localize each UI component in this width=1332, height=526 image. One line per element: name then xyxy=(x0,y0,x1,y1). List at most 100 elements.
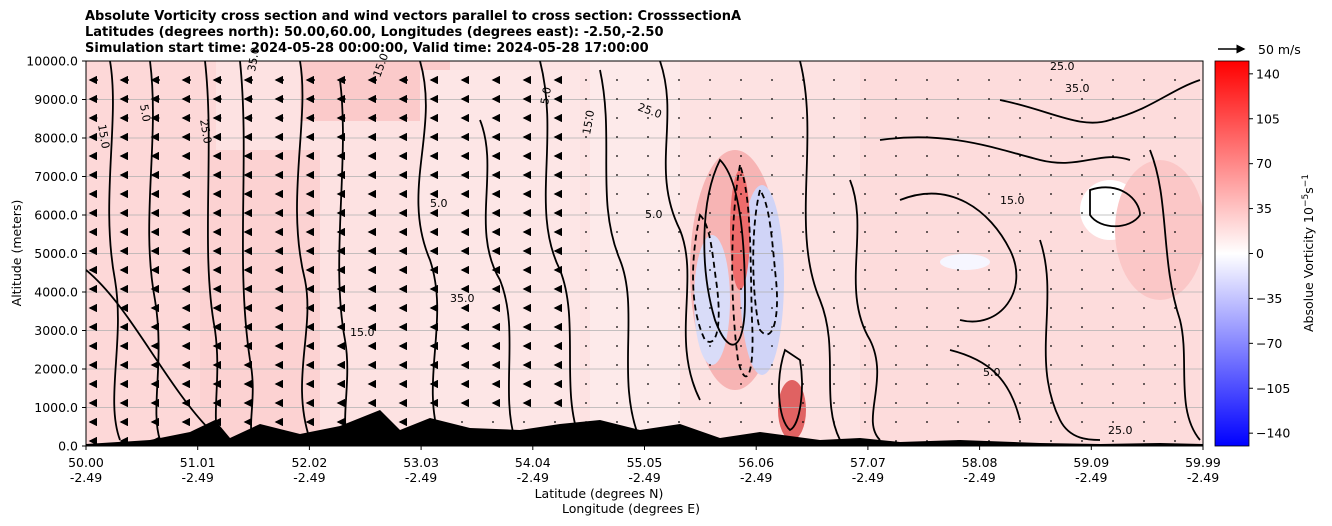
wind-vector xyxy=(616,212,618,214)
wind-vector xyxy=(864,212,866,214)
wind-vector xyxy=(740,98,742,100)
wind-vector xyxy=(833,231,835,233)
wind-vector xyxy=(1019,383,1021,385)
wind-vector xyxy=(1081,212,1083,214)
x-axis-label-lon: Longitude (degrees E) xyxy=(562,501,700,516)
colorbar-tick-label: 140 xyxy=(1256,66,1280,81)
wind-vector xyxy=(709,231,711,233)
wind-vector xyxy=(740,421,742,423)
wind-vector xyxy=(1019,250,1021,252)
wind-vector xyxy=(1112,440,1114,442)
wind-vector xyxy=(926,231,928,233)
wind-vector xyxy=(740,440,742,442)
wind-vector xyxy=(1050,250,1052,252)
wind-vector xyxy=(1112,136,1114,138)
wind-vector xyxy=(864,155,866,157)
wind-vector xyxy=(678,345,680,347)
wind-vector xyxy=(1019,212,1021,214)
wind-vector xyxy=(926,117,928,119)
wind-vector xyxy=(802,117,804,119)
wind-vector xyxy=(1174,79,1176,81)
wind-vector xyxy=(988,155,990,157)
wind-vector xyxy=(709,250,711,252)
wind-vector xyxy=(647,98,649,100)
wind-vector xyxy=(771,155,773,157)
wind-vector xyxy=(678,307,680,309)
wind-vector xyxy=(864,345,866,347)
wind-vector xyxy=(585,440,587,442)
wind-vector xyxy=(957,326,959,328)
contour-label: 25.0 xyxy=(1108,424,1133,437)
wind-vector xyxy=(1112,326,1114,328)
wind-vector xyxy=(678,326,680,328)
wind-vector xyxy=(678,193,680,195)
contour-label: 25.0 xyxy=(197,118,214,144)
wind-vector xyxy=(678,250,680,252)
wind-vector xyxy=(1112,98,1114,100)
wind-vector xyxy=(616,364,618,366)
x-tick-label-lon: -2.49 xyxy=(517,470,549,485)
x-tick-label-lon: -2.49 xyxy=(405,470,437,485)
x-tick-label-lon: -2.49 xyxy=(1187,470,1219,485)
x-tick-label-lon: -2.49 xyxy=(293,470,325,485)
wind-vector xyxy=(678,117,680,119)
wind-vector xyxy=(802,212,804,214)
wind-vector xyxy=(709,117,711,119)
wind-vector xyxy=(1081,402,1083,404)
wind-vector xyxy=(1081,288,1083,290)
contour-label: 25.0 xyxy=(1050,60,1075,73)
wind-vector xyxy=(1019,269,1021,271)
wind-vector xyxy=(616,402,618,404)
wind-vector xyxy=(616,326,618,328)
wind-vector xyxy=(585,231,587,233)
wind-vector xyxy=(957,98,959,100)
wind-vector xyxy=(957,421,959,423)
x-tick-label-lon: -2.49 xyxy=(182,470,214,485)
wind-vector xyxy=(585,155,587,157)
wind-vector xyxy=(740,383,742,385)
wind-vector xyxy=(709,98,711,100)
wind-vector xyxy=(1081,136,1083,138)
x-tick-label-lat: 59.99 xyxy=(1185,455,1221,470)
wind-vector xyxy=(1050,383,1052,385)
wind-vector xyxy=(895,402,897,404)
wind-vector xyxy=(957,364,959,366)
wind-vector xyxy=(833,193,835,195)
wind-vector xyxy=(616,155,618,157)
wind-vector xyxy=(833,79,835,81)
wind-vector xyxy=(771,402,773,404)
contour-label: 35.0 xyxy=(245,46,262,72)
wind-vector xyxy=(1050,231,1052,233)
wind-vector xyxy=(1050,212,1052,214)
wind-vector xyxy=(1143,98,1145,100)
wind-vector xyxy=(678,269,680,271)
wind-vector xyxy=(864,288,866,290)
wind-vector xyxy=(1112,174,1114,176)
wind-vector xyxy=(678,174,680,176)
wind-vector xyxy=(1081,440,1083,442)
wind-vector xyxy=(802,136,804,138)
wind-vector xyxy=(802,193,804,195)
wind-vector xyxy=(771,345,773,347)
wind-vector xyxy=(647,307,649,309)
wind-vector xyxy=(678,421,680,423)
y-tick-label: 9000.0 xyxy=(34,92,78,107)
wind-vector xyxy=(1143,231,1145,233)
wind-vector xyxy=(1174,250,1176,252)
wind-vector xyxy=(647,421,649,423)
colorbar-tick-label: 70 xyxy=(1256,156,1272,171)
wind-vector xyxy=(1174,326,1176,328)
wind-vector xyxy=(1174,193,1176,195)
wind-vector xyxy=(926,174,928,176)
wind-vector xyxy=(988,117,990,119)
wind-vector xyxy=(678,383,680,385)
wind-vector xyxy=(1019,98,1021,100)
wind-vector xyxy=(926,326,928,328)
wind-vector xyxy=(802,231,804,233)
wind-vector xyxy=(616,174,618,176)
wind-vector xyxy=(709,421,711,423)
wind-vector xyxy=(709,364,711,366)
wind-vector xyxy=(802,345,804,347)
wind-vector xyxy=(1050,155,1052,157)
wind-vector xyxy=(616,250,618,252)
